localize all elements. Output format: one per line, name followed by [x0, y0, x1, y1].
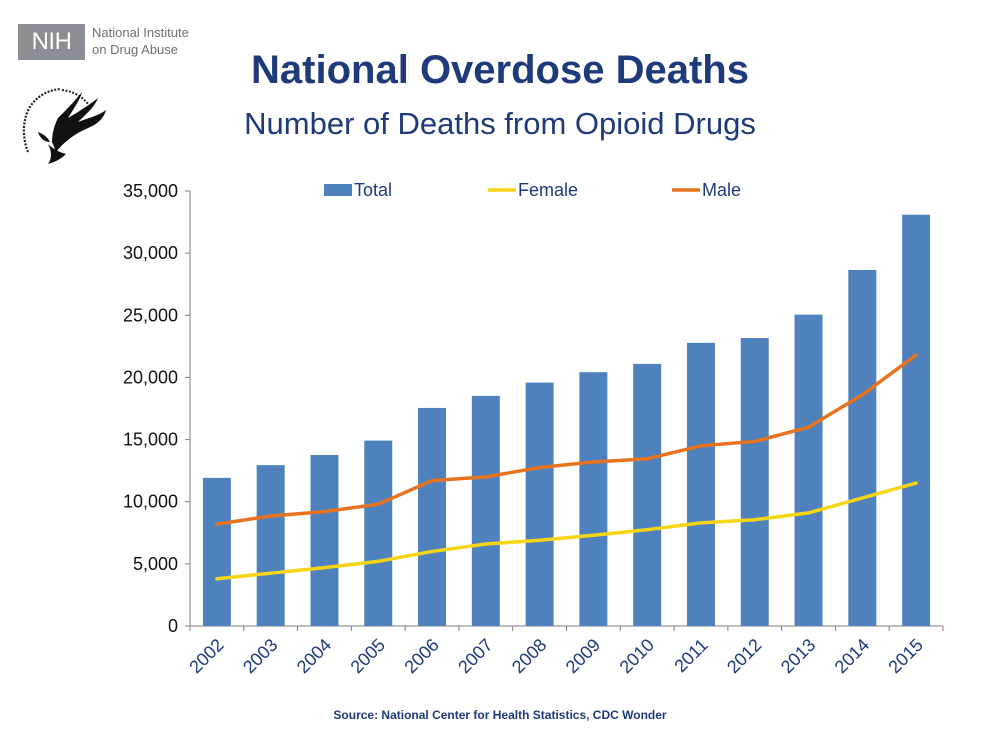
point-female [322, 565, 327, 570]
source-note: Source: National Center for Health Stati… [333, 708, 667, 722]
x-tick-label: 2014 [831, 635, 873, 677]
point-male [591, 460, 595, 464]
point-male [699, 444, 703, 448]
x-tick-label: 2008 [508, 635, 550, 677]
legend-swatch-total [324, 184, 352, 196]
bar-total [633, 363, 662, 626]
bar-total [256, 465, 285, 626]
bar-total [902, 214, 931, 626]
bar-total [525, 382, 554, 626]
line-male [215, 353, 918, 526]
y-tick-label: 15,000 [123, 430, 178, 450]
point-male [376, 502, 380, 506]
y-tick-label: 0 [168, 616, 178, 636]
bar-total [364, 440, 393, 626]
bar-total [471, 395, 500, 626]
point-male [753, 439, 757, 444]
nih-institute-name: National Institute on Drug Abuse [92, 24, 212, 58]
y-tick-label: 35,000 [123, 181, 178, 201]
bar-total [310, 455, 339, 626]
line-female [215, 481, 918, 581]
chart-area: 0 5,000 10,000 15,000 20,000 25,000 30,000 35,0… [123, 180, 944, 677]
y-tick-label: 30,000 [123, 243, 178, 263]
point-male [806, 425, 811, 429]
nih-institute-name-line2: on Drug Abuse [92, 42, 179, 57]
bar-total [686, 342, 715, 626]
chart-title: National Overdose Deaths [251, 48, 749, 92]
x-tick-label: 2015 [884, 635, 926, 677]
hhs-eagle-seal-icon [22, 87, 106, 164]
x-tick-label: 2009 [562, 635, 604, 677]
point-female [215, 577, 219, 581]
legend-label-female: Female [518, 180, 578, 200]
point-male [430, 478, 434, 483]
point-female [591, 533, 595, 537]
point-female [538, 538, 542, 542]
x-tick-label: 2006 [400, 635, 442, 677]
x-tick-label: 2012 [723, 635, 765, 677]
point-male [914, 353, 918, 357]
x-tick-label: 2010 [616, 635, 658, 677]
y-tick-label: 10,000 [123, 492, 178, 512]
x-tick-label: 2005 [347, 635, 389, 677]
bar-total [579, 372, 608, 626]
nih-logo-badge: NIH [18, 24, 85, 60]
point-female [860, 496, 864, 500]
point-male [538, 465, 542, 470]
x-tick-label: 2011 [670, 635, 712, 677]
bar-total [202, 477, 231, 626]
bar-total [794, 314, 823, 626]
nih-institute-name-line1: National Institute [92, 25, 189, 40]
legend-label-male: Male [702, 180, 741, 200]
y-tick-label: 20,000 [123, 367, 178, 387]
point-male [215, 522, 219, 526]
logo-block: NIH National Institute on Drug Abuse [18, 18, 218, 178]
bar-total [848, 269, 877, 626]
point-female [484, 542, 488, 546]
x-tick-label: 2013 [777, 635, 819, 677]
point-male [484, 475, 488, 479]
x-tick-label: 2004 [293, 635, 335, 677]
bar-total [418, 407, 447, 626]
point-female [914, 481, 918, 485]
y-tick-label: 25,000 [123, 305, 178, 325]
x-tick-label: 2002 [185, 635, 227, 677]
legend-label-total: Total [354, 180, 392, 200]
point-female [430, 549, 434, 554]
point-female [645, 528, 649, 532]
point-female [269, 571, 273, 575]
point-male [645, 457, 649, 461]
point-female [699, 521, 703, 525]
x-tick-label: 2007 [454, 635, 496, 677]
bar-total [740, 338, 769, 626]
point-male [322, 510, 327, 514]
point-male [860, 393, 864, 397]
point-female [806, 511, 811, 515]
point-male [269, 514, 273, 518]
y-tick-label: 5,000 [133, 554, 178, 574]
chart-subtitle: Number of Deaths from Opioid Drugs [244, 106, 756, 141]
point-female [376, 559, 380, 563]
point-female [753, 518, 757, 522]
x-tick-label: 2003 [239, 635, 281, 677]
